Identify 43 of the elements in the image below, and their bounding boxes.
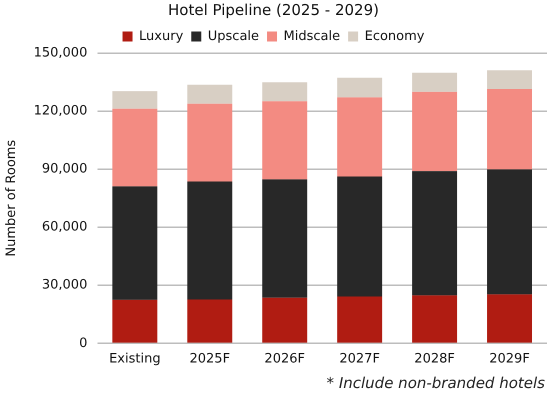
bar [412, 92, 458, 172]
bar [262, 101, 308, 180]
bar [337, 97, 382, 177]
bar [187, 299, 232, 343]
bar [262, 179, 308, 298]
chart-title: Hotel Pipeline (2025 - 2029) [168, 0, 379, 19]
x-tick-label: Existing [109, 352, 161, 367]
bar [112, 300, 158, 343]
bar [487, 70, 532, 90]
bar [187, 84, 232, 104]
x-tick-label: 2028F [414, 352, 455, 367]
bar [487, 294, 532, 343]
bar [112, 186, 158, 300]
text: * Include non-branded hotels [326, 374, 545, 392]
y-tick-label: 0 [79, 336, 88, 351]
bar [337, 176, 382, 297]
y-tick-label: 60,000 [42, 220, 88, 235]
y-tick-label: 30,000 [42, 278, 88, 293]
bar [487, 89, 532, 170]
x-tick-label: 2027F [339, 352, 380, 367]
x-tick-label: 2025F [189, 352, 230, 367]
x-tick-label: 2026F [264, 352, 305, 367]
legend-label: Midscale [284, 28, 340, 44]
y-tick-label: 120,000 [34, 103, 88, 118]
legend-label: Upscale [208, 28, 260, 44]
bar [262, 82, 308, 102]
bar [487, 169, 532, 294]
legend-label: Economy [364, 28, 425, 44]
bar [337, 78, 382, 98]
bar [262, 298, 308, 343]
bar [412, 295, 458, 343]
y-axis-title: Number of Rooms [4, 140, 20, 257]
bar [412, 72, 458, 92]
bar [187, 104, 232, 182]
bar [112, 91, 158, 109]
x-tick-label: 2029F [489, 352, 530, 367]
bar [412, 171, 458, 296]
legend-label: Luxury [139, 28, 184, 44]
bar [112, 108, 158, 186]
y-tick-label: 150,000 [34, 45, 88, 60]
bar [337, 296, 382, 343]
y-tick-label: 90,000 [42, 162, 88, 177]
bar [187, 182, 232, 300]
